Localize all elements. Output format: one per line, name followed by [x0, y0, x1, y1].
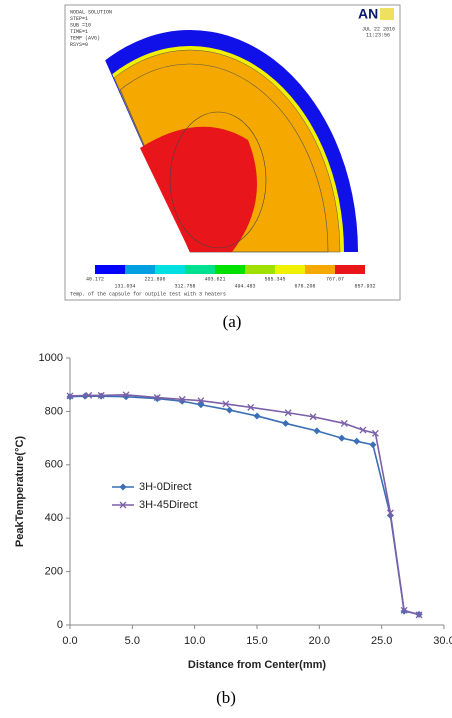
colorbar-label: 767.07 [326, 276, 344, 282]
x-tick-label: 10.0 [184, 635, 205, 647]
x-tick-label: 5.0 [125, 635, 140, 647]
header-line: STEP=1 [70, 16, 88, 22]
marker [120, 484, 127, 491]
colorbar-label: 403.621 [204, 276, 225, 282]
colorbar-label: 494.483 [234, 283, 255, 289]
y-tick-label: 400 [45, 512, 63, 524]
y-tick-label: 1000 [39, 352, 63, 364]
y-tick-label: 200 [45, 566, 63, 578]
header-line: TEMP (AVG) [70, 35, 100, 41]
colorbar-segment [95, 265, 125, 274]
y-tick-label: 0 [57, 619, 63, 631]
legend-label: 3H-0Direct [139, 481, 192, 493]
y-tick-label: 800 [45, 405, 63, 417]
header-line: NODAL SOLUTION [70, 9, 112, 15]
header-line: RSYS=0 [70, 42, 88, 48]
x-tick-label: 20.0 [309, 635, 330, 647]
colorbar-label: 312.758 [174, 283, 195, 289]
marker [254, 412, 261, 419]
marker [338, 435, 345, 442]
x-tick-label: 15.0 [246, 635, 267, 647]
marker [282, 420, 289, 427]
colorbar-label: 857.932 [354, 283, 375, 289]
colorbar-segment [275, 265, 305, 274]
caption-a: (a) [223, 312, 242, 331]
colorbar-label: 585.345 [264, 276, 285, 282]
header-line: SUB =10 [70, 22, 91, 28]
marker [226, 407, 233, 414]
panel-caption: Temp. of the capsule for outpile test wi… [70, 291, 226, 297]
x-axis-title: Distance from Center(mm) [188, 659, 326, 671]
figure: (a) (b) NODAL SOLUTIONSTEP=1SUB =10TIME=… [0, 0, 452, 713]
colorbar-segment [305, 265, 335, 274]
marker [313, 427, 320, 434]
colorbar-segment [185, 265, 215, 274]
header-line: TIME=1 [70, 29, 88, 35]
time: 11:23:56 [366, 32, 390, 38]
marker [369, 441, 376, 448]
colorbar-label: 676.208 [294, 283, 315, 289]
y-axis-title: PeakTemperature(°C) [14, 436, 26, 548]
colorbar-segment [125, 265, 155, 274]
x-tick-label: 25.0 [371, 635, 392, 647]
colorbar-segment [245, 265, 275, 274]
marker [353, 438, 360, 445]
colorbar-segment [155, 265, 185, 274]
colorbar-segment [335, 265, 365, 274]
y-tick-label: 600 [45, 459, 63, 471]
logo-box [380, 8, 394, 20]
colorbar-label: 221.896 [144, 276, 165, 282]
caption-b: (b) [216, 688, 236, 707]
colorbar-label: 40.172 [86, 276, 104, 282]
colorbar-label: 131.034 [114, 283, 135, 289]
logo: AN [358, 6, 378, 22]
colorbar-segment [215, 265, 245, 274]
x-tick-label: 30.0 [433, 635, 452, 647]
marker [154, 395, 161, 402]
legend-label: 3H-45Direct [139, 499, 198, 511]
x-tick-label: 0.0 [62, 635, 77, 647]
